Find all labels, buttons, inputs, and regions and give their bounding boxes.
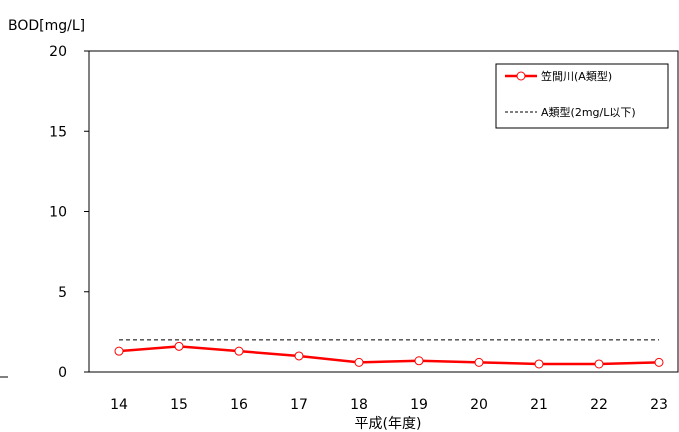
x-axis-label: 平成(年度) bbox=[355, 416, 422, 432]
data-point bbox=[534, 359, 544, 369]
x-tick-label: 21 bbox=[530, 397, 548, 413]
y-axis-ticks: 0 5 10 15 20 bbox=[49, 44, 89, 381]
y-tick-label: 5 bbox=[58, 285, 67, 301]
legend-box bbox=[495, 63, 669, 129]
data-point bbox=[594, 359, 604, 369]
x-tick-label: 14 bbox=[110, 397, 128, 413]
x-tick-label: 17 bbox=[290, 397, 308, 413]
y-tick-label: 15 bbox=[49, 124, 67, 140]
y-tick-label: 20 bbox=[49, 44, 67, 60]
data-point bbox=[114, 346, 124, 356]
data-point bbox=[654, 357, 664, 367]
data-point bbox=[354, 357, 364, 367]
series-layer bbox=[114, 339, 664, 369]
x-tick-label: 18 bbox=[350, 397, 368, 413]
x-tick-label: 15 bbox=[170, 397, 188, 413]
x-tick-label: 23 bbox=[650, 397, 668, 413]
x-tick-label: 19 bbox=[410, 397, 428, 413]
x-tick-label: 22 bbox=[590, 397, 608, 413]
x-tick-label: 20 bbox=[470, 397, 488, 413]
data-point bbox=[474, 357, 484, 367]
data-point bbox=[414, 356, 424, 366]
legend: 笠間川(A類型) A類型(2mg/L以下) bbox=[495, 63, 669, 129]
data-point bbox=[294, 351, 304, 361]
legend-label: A類型(2mg/L以下) bbox=[541, 105, 636, 119]
series-line-0 bbox=[118, 345, 660, 366]
y-axis-label: BOD[mg/L] bbox=[8, 18, 85, 34]
legend-marker bbox=[516, 71, 526, 81]
data-point bbox=[174, 341, 184, 351]
y-tick-label: 0 bbox=[58, 365, 67, 381]
y-tick-label: 10 bbox=[49, 205, 67, 221]
legend-label: 笠間川(A類型) bbox=[541, 69, 612, 83]
data-point bbox=[234, 346, 244, 356]
x-axis-ticks: 14 15 16 17 18 19 20 21 22 23 bbox=[110, 397, 668, 413]
x-tick-label: 16 bbox=[230, 397, 248, 413]
